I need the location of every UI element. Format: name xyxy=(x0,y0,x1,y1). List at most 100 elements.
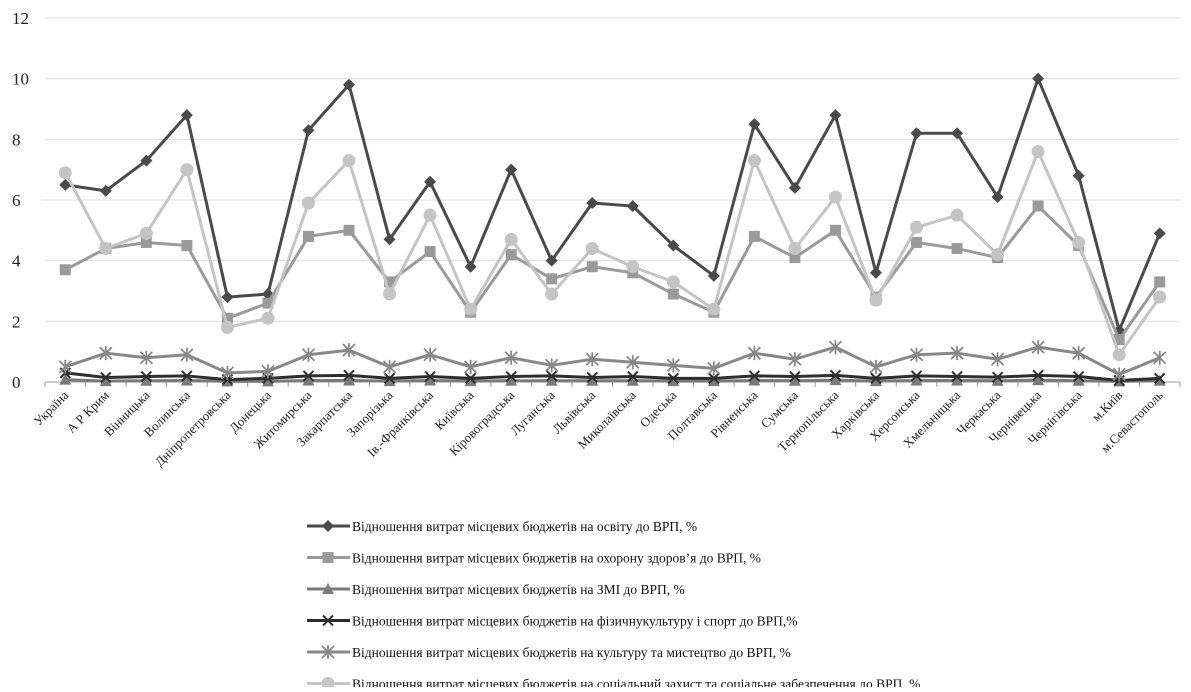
data-point xyxy=(220,320,234,334)
data-point xyxy=(1112,367,1126,382)
data-point xyxy=(343,369,355,382)
series-line xyxy=(64,204,1161,342)
data-point xyxy=(181,240,193,251)
data-point xyxy=(302,230,314,242)
legend-item: Відношення витрат місцевих бюджетів на ф… xyxy=(307,614,798,629)
data-point xyxy=(585,242,599,256)
data-point xyxy=(59,373,72,385)
data-point xyxy=(951,127,964,140)
data-point xyxy=(505,249,517,261)
data-point xyxy=(707,361,721,376)
legend-item: Відношення витрат місцевих бюджетів на о… xyxy=(307,519,697,534)
data-point xyxy=(221,291,234,304)
data-point xyxy=(910,374,923,386)
series-group xyxy=(58,72,1167,387)
data-point xyxy=(99,346,113,361)
data-point xyxy=(828,340,843,355)
data-point xyxy=(1153,350,1167,365)
data-point xyxy=(626,355,640,370)
data-point xyxy=(180,374,193,386)
data-point xyxy=(951,370,963,383)
data-point xyxy=(1032,72,1045,85)
data-point xyxy=(261,311,275,325)
data-point xyxy=(261,364,275,379)
data-point xyxy=(1031,340,1045,355)
series-line xyxy=(65,77,1162,332)
data-point xyxy=(58,166,72,180)
data-point xyxy=(789,252,801,264)
data-point xyxy=(829,374,842,386)
data-point xyxy=(666,358,680,373)
data-point xyxy=(910,220,924,234)
data-point xyxy=(1154,276,1166,288)
data-point xyxy=(586,374,599,386)
data-point xyxy=(180,347,194,362)
series-1 xyxy=(59,72,1166,337)
data-point xyxy=(504,350,518,365)
data-point xyxy=(383,233,396,246)
data-point xyxy=(829,224,841,236)
data-point xyxy=(910,127,923,140)
data-point xyxy=(423,208,437,222)
data-point xyxy=(991,371,1004,383)
data-point xyxy=(1113,334,1125,346)
legend-label: Відношення витрат місцевих бюджетів на З… xyxy=(352,582,685,597)
data-point xyxy=(788,352,802,367)
y-tick-label: 6 xyxy=(12,191,21,210)
data-point xyxy=(991,190,1004,203)
data-point xyxy=(829,369,842,382)
series-line xyxy=(65,371,1160,382)
data-point xyxy=(828,190,842,204)
data-point xyxy=(261,375,274,387)
data-point xyxy=(991,248,1005,262)
data-point xyxy=(1031,144,1045,158)
data-point xyxy=(586,261,598,273)
data-point xyxy=(788,374,801,386)
data-point xyxy=(423,347,437,362)
data-point xyxy=(747,154,761,168)
series-line xyxy=(64,345,1161,376)
data-point xyxy=(1112,348,1126,362)
data-point xyxy=(911,236,923,248)
data-point xyxy=(59,178,72,191)
data-point xyxy=(1072,374,1085,386)
data-point xyxy=(788,181,801,194)
data-point xyxy=(139,226,153,240)
gridlines xyxy=(45,17,1180,383)
data-point xyxy=(545,370,558,382)
data-point xyxy=(1072,370,1085,383)
data-point xyxy=(464,260,477,273)
y-tick-label: 0 xyxy=(12,373,21,392)
data-point xyxy=(301,347,316,362)
data-point xyxy=(545,358,559,373)
data-point xyxy=(505,370,517,383)
data-point xyxy=(384,276,396,288)
data-point xyxy=(951,374,964,386)
data-point xyxy=(505,374,518,386)
data-point xyxy=(748,370,761,382)
data-point xyxy=(748,374,761,386)
data-point xyxy=(667,288,679,300)
series-5 xyxy=(58,340,1167,382)
data-point xyxy=(1153,374,1166,386)
series-6 xyxy=(58,144,1167,362)
series-line xyxy=(65,378,1160,383)
data-point xyxy=(870,372,882,385)
legend-label: Відношення витрат місцевих бюджетів на к… xyxy=(352,645,791,660)
data-point xyxy=(302,374,315,386)
y-tick-label: 4 xyxy=(12,252,21,271)
data-point xyxy=(869,359,883,374)
data-point xyxy=(424,374,437,386)
x-tick-label: м.Київ xyxy=(1089,388,1126,425)
data-point xyxy=(1032,369,1044,382)
data-point xyxy=(343,374,356,386)
data-point xyxy=(666,275,680,289)
data-point xyxy=(991,374,1004,386)
data-point xyxy=(221,312,233,324)
data-point xyxy=(220,365,235,380)
data-point xyxy=(626,374,639,386)
data-point xyxy=(586,371,598,384)
